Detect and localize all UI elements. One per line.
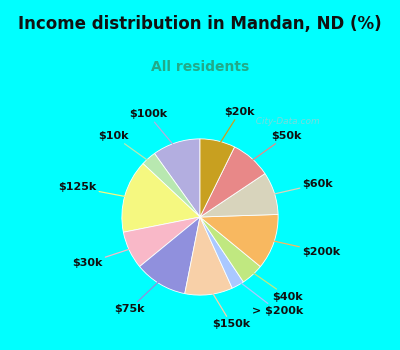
Text: $100k: $100k [129,109,179,152]
Wedge shape [200,174,278,217]
Text: $50k: $50k [245,131,302,165]
Wedge shape [200,139,234,217]
Wedge shape [122,163,200,232]
Text: $30k: $30k [72,246,138,268]
Wedge shape [123,217,200,267]
Text: $200k: $200k [265,239,340,257]
Text: $60k: $60k [266,179,333,196]
Text: $75k: $75k [114,276,165,314]
Text: $125k: $125k [58,182,134,198]
Wedge shape [200,217,260,282]
Text: $150k: $150k [208,285,250,329]
Wedge shape [200,215,278,267]
Wedge shape [140,217,200,294]
Text: All residents: All residents [151,60,249,74]
Text: Income distribution in Mandan, ND (%): Income distribution in Mandan, ND (%) [18,15,382,34]
Text: City-Data.com: City-Data.com [250,117,319,126]
Wedge shape [200,217,244,288]
Text: $10k: $10k [98,131,155,165]
Wedge shape [143,154,200,217]
Text: $20k: $20k [216,107,255,150]
Wedge shape [154,139,200,217]
Wedge shape [185,217,232,295]
Wedge shape [200,147,265,217]
Text: $40k: $40k [246,268,303,302]
Text: > $200k: > $200k [233,277,304,316]
